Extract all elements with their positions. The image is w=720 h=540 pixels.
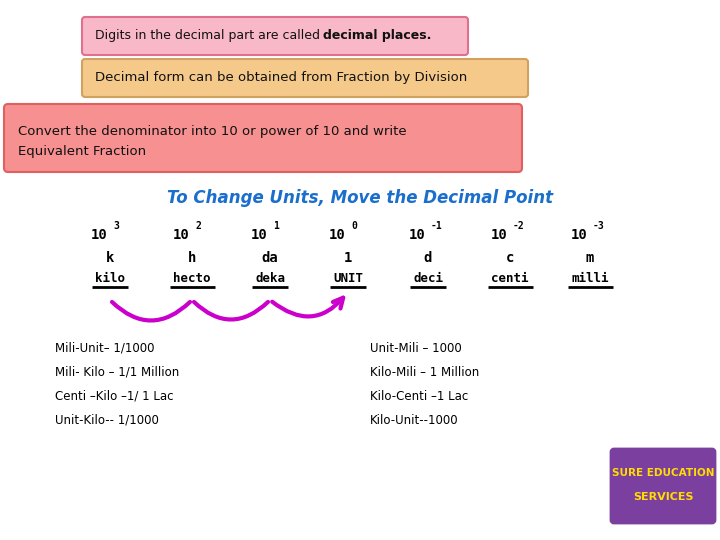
Text: Unit-Kilo-- 1/1000: Unit-Kilo-- 1/1000 <box>55 414 159 427</box>
Text: Mili- Kilo – 1/1 Million: Mili- Kilo – 1/1 Million <box>55 366 179 379</box>
Text: 10: 10 <box>329 228 346 242</box>
Text: SURE EDUCATION: SURE EDUCATION <box>612 468 714 478</box>
Text: Mili-Unit– 1/1000: Mili-Unit– 1/1000 <box>55 341 155 354</box>
Text: Centi –Kilo –1/ 1 Lac: Centi –Kilo –1/ 1 Lac <box>55 389 174 402</box>
Text: To Change Units, Move the Decimal Point: To Change Units, Move the Decimal Point <box>167 189 553 207</box>
Text: 2: 2 <box>195 221 201 231</box>
Text: Kilo-Centi –1 Lac: Kilo-Centi –1 Lac <box>370 389 468 402</box>
Text: da: da <box>261 251 279 265</box>
Text: -2: -2 <box>513 221 525 231</box>
Text: milli: milli <box>571 272 608 285</box>
Text: -3: -3 <box>593 221 605 231</box>
FancyBboxPatch shape <box>4 104 522 172</box>
Text: Digits in the decimal part are called: Digits in the decimal part are called <box>95 30 324 43</box>
Text: kilo: kilo <box>95 272 125 285</box>
Text: Decimal form can be obtained from Fraction by Division: Decimal form can be obtained from Fracti… <box>95 71 467 84</box>
Text: 10: 10 <box>251 228 268 242</box>
Text: 10: 10 <box>91 228 108 242</box>
Text: SERVICES: SERVICES <box>633 492 693 502</box>
Text: UNIT: UNIT <box>333 272 363 285</box>
FancyBboxPatch shape <box>82 17 468 55</box>
Text: 1: 1 <box>273 221 279 231</box>
Text: d: d <box>424 251 432 265</box>
Text: 10: 10 <box>491 228 508 242</box>
Text: deka: deka <box>255 272 285 285</box>
Text: k: k <box>106 251 114 265</box>
Text: Unit-Mili – 1000: Unit-Mili – 1000 <box>370 341 462 354</box>
Text: 10: 10 <box>174 228 190 242</box>
Text: Kilo-Unit--1000: Kilo-Unit--1000 <box>370 414 459 427</box>
FancyBboxPatch shape <box>82 59 528 97</box>
Text: c: c <box>506 251 514 265</box>
Text: hecto: hecto <box>174 272 211 285</box>
Text: 3: 3 <box>113 221 119 231</box>
Text: 10: 10 <box>409 228 426 242</box>
Text: centi: centi <box>491 272 528 285</box>
Text: Convert the denominator into 10 or power of 10 and write: Convert the denominator into 10 or power… <box>18 125 407 138</box>
Text: h: h <box>188 251 196 265</box>
Text: -1: -1 <box>431 221 443 231</box>
Text: 10: 10 <box>571 228 588 242</box>
FancyBboxPatch shape <box>611 449 715 523</box>
Text: 1: 1 <box>344 251 352 265</box>
Text: decimal places.: decimal places. <box>323 30 431 43</box>
Text: Kilo-Mili – 1 Million: Kilo-Mili – 1 Million <box>370 366 480 379</box>
Text: m: m <box>586 251 594 265</box>
Text: 0: 0 <box>351 221 357 231</box>
Text: Equivalent Fraction: Equivalent Fraction <box>18 145 146 159</box>
Text: deci: deci <box>413 272 443 285</box>
